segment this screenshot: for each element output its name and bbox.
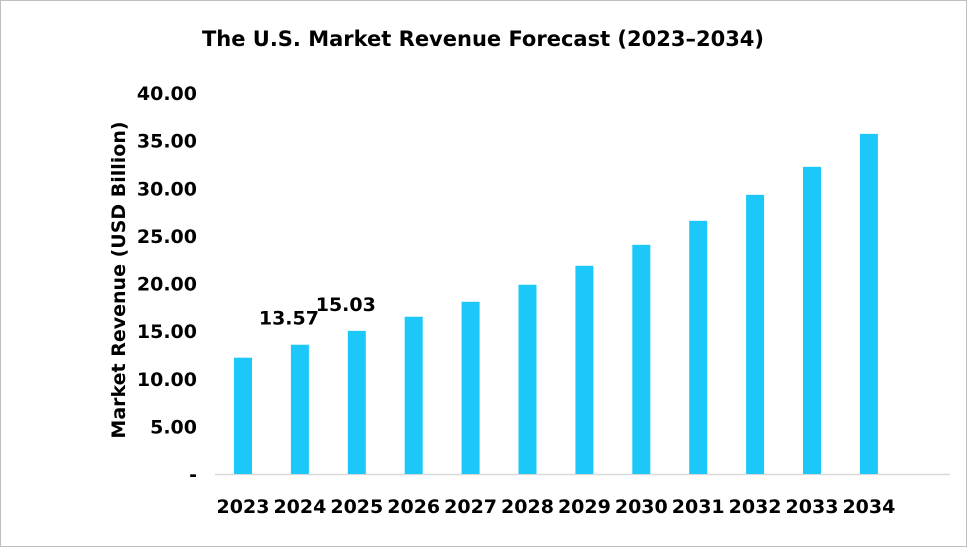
- y-axis-label: Market Revenue (USD Billion): [108, 121, 130, 438]
- bar-2027: [461, 301, 480, 474]
- bar-2023: [234, 357, 252, 474]
- bar-2032: [746, 194, 765, 474]
- x-tick-label: 2030: [615, 496, 668, 518]
- x-tick-label: 2034: [842, 496, 895, 518]
- y-tick-label: 15.00: [137, 321, 197, 343]
- x-tick-label: 2027: [444, 496, 497, 518]
- x-tick-label: 2028: [501, 496, 554, 518]
- y-tick-label: 20.00: [137, 274, 197, 296]
- bar-2028: [518, 284, 537, 474]
- data-label-2025: 15.03: [316, 294, 376, 316]
- y-tick-label: 40.00: [137, 83, 197, 105]
- x-tick-label: 2033: [786, 496, 839, 518]
- y-tick-label: 25.00: [137, 226, 197, 248]
- bar-2024: [290, 344, 309, 474]
- y-tick-label: -: [189, 464, 197, 486]
- x-tick-label: 2025: [330, 496, 383, 518]
- x-tick-label: 2026: [387, 496, 440, 518]
- data-label-2024: 13.57: [259, 308, 319, 330]
- bar-2031: [689, 220, 708, 474]
- x-tick-label: 2029: [558, 496, 611, 518]
- x-tick-label: 2023: [217, 496, 270, 518]
- x-tick-label: 2031: [672, 496, 725, 518]
- y-tick-label: 30.00: [137, 178, 197, 200]
- y-tick-label: 5.00: [150, 416, 197, 438]
- bar-2026: [404, 316, 423, 474]
- chart-title: The U.S. Market Revenue Forecast (2023–2…: [202, 27, 764, 51]
- bar-2030: [632, 244, 651, 474]
- y-tick-label: 35.00: [137, 131, 197, 153]
- bar-2034: [859, 133, 878, 474]
- bar-2029: [575, 265, 594, 474]
- x-tick-label: 2032: [729, 496, 782, 518]
- bar-2025: [347, 330, 366, 474]
- y-tick-label: 10.00: [137, 369, 197, 391]
- bar-2033: [803, 166, 821, 474]
- x-tick-label: 2024: [273, 496, 326, 518]
